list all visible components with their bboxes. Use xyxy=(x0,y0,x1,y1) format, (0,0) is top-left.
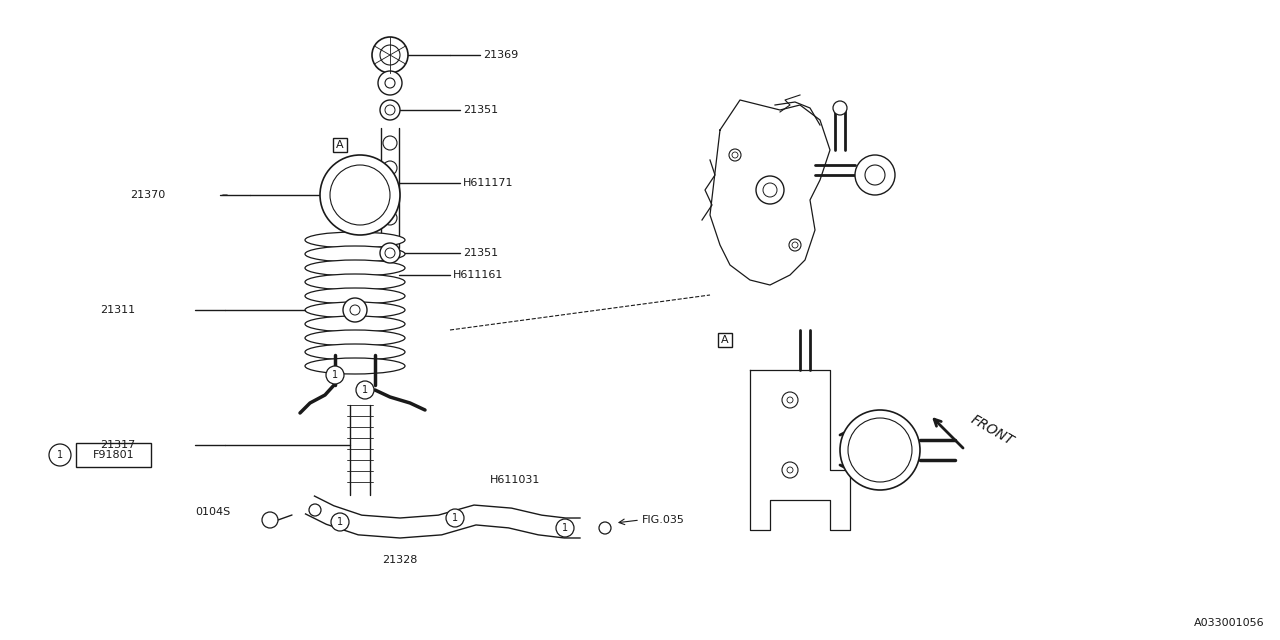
Ellipse shape xyxy=(305,330,404,346)
Circle shape xyxy=(599,522,611,534)
Circle shape xyxy=(380,243,401,263)
Circle shape xyxy=(787,467,794,473)
Text: 21317: 21317 xyxy=(100,440,136,450)
Ellipse shape xyxy=(305,260,404,276)
Text: A: A xyxy=(337,140,344,150)
Circle shape xyxy=(732,152,739,158)
Circle shape xyxy=(380,45,401,65)
Text: 21311: 21311 xyxy=(100,305,136,315)
Ellipse shape xyxy=(305,232,404,248)
Circle shape xyxy=(385,248,396,258)
Text: FRONT: FRONT xyxy=(968,412,1016,448)
Circle shape xyxy=(332,513,349,531)
Circle shape xyxy=(383,211,397,225)
Text: 1: 1 xyxy=(452,513,458,523)
Ellipse shape xyxy=(305,288,404,304)
Ellipse shape xyxy=(305,358,404,374)
Text: 21369: 21369 xyxy=(483,50,518,60)
Ellipse shape xyxy=(305,246,404,262)
Text: A033001056: A033001056 xyxy=(1194,618,1265,628)
Ellipse shape xyxy=(305,316,404,332)
Text: 0104S: 0104S xyxy=(195,507,230,517)
Text: H611031: H611031 xyxy=(490,475,540,485)
Text: 21370: 21370 xyxy=(131,190,165,200)
Circle shape xyxy=(330,165,390,225)
Circle shape xyxy=(326,366,344,384)
Text: A: A xyxy=(721,335,728,345)
Circle shape xyxy=(855,155,895,195)
Text: 21328: 21328 xyxy=(383,555,417,565)
Circle shape xyxy=(320,155,401,235)
Circle shape xyxy=(788,239,801,251)
Text: H611161: H611161 xyxy=(453,270,503,280)
Circle shape xyxy=(356,381,374,399)
Circle shape xyxy=(383,161,397,175)
Text: FIG.035: FIG.035 xyxy=(643,515,685,525)
Circle shape xyxy=(380,100,401,120)
Circle shape xyxy=(372,37,408,73)
Text: 21351: 21351 xyxy=(463,105,498,115)
Text: 1: 1 xyxy=(337,517,343,527)
Circle shape xyxy=(49,444,70,466)
Circle shape xyxy=(849,418,913,482)
Circle shape xyxy=(792,242,797,248)
Ellipse shape xyxy=(305,302,404,318)
Bar xyxy=(333,138,347,152)
Circle shape xyxy=(308,504,321,516)
Circle shape xyxy=(865,165,884,185)
Circle shape xyxy=(383,136,397,150)
Circle shape xyxy=(383,186,397,200)
Circle shape xyxy=(385,78,396,88)
Circle shape xyxy=(840,410,920,490)
Text: 21351: 21351 xyxy=(463,248,498,258)
Ellipse shape xyxy=(305,344,404,360)
Text: 1: 1 xyxy=(56,450,63,460)
Circle shape xyxy=(730,149,741,161)
Circle shape xyxy=(349,305,360,315)
Circle shape xyxy=(763,183,777,197)
Circle shape xyxy=(787,397,794,403)
Bar xyxy=(76,443,151,467)
Circle shape xyxy=(378,71,402,95)
Bar xyxy=(718,333,732,347)
Circle shape xyxy=(782,392,797,408)
Circle shape xyxy=(262,512,278,528)
Text: 1: 1 xyxy=(562,523,568,533)
Circle shape xyxy=(833,101,847,115)
Ellipse shape xyxy=(305,274,404,290)
Text: 1: 1 xyxy=(332,370,338,380)
Circle shape xyxy=(343,298,367,322)
Circle shape xyxy=(756,176,785,204)
Circle shape xyxy=(556,519,573,537)
Circle shape xyxy=(782,462,797,478)
Text: H611171: H611171 xyxy=(463,178,513,188)
Circle shape xyxy=(559,522,571,534)
Circle shape xyxy=(385,105,396,115)
Text: F91801: F91801 xyxy=(93,450,134,460)
Circle shape xyxy=(445,509,465,527)
Text: 1: 1 xyxy=(362,385,369,395)
